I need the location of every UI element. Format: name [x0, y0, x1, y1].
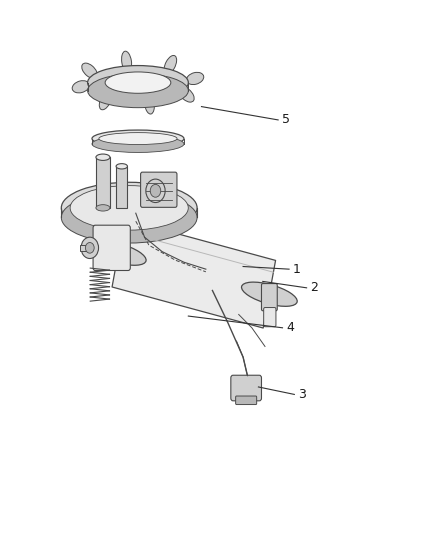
Ellipse shape: [88, 66, 188, 100]
Ellipse shape: [88, 74, 188, 108]
Polygon shape: [112, 220, 276, 328]
Ellipse shape: [92, 135, 184, 152]
Text: 5: 5: [282, 114, 290, 126]
Ellipse shape: [61, 192, 197, 243]
Ellipse shape: [241, 282, 297, 306]
FancyBboxPatch shape: [141, 172, 177, 207]
Circle shape: [146, 179, 165, 203]
Circle shape: [150, 184, 161, 197]
Ellipse shape: [70, 185, 188, 230]
Circle shape: [81, 237, 99, 259]
Text: 4: 4: [286, 321, 294, 334]
Ellipse shape: [187, 72, 204, 85]
Ellipse shape: [96, 205, 110, 211]
Ellipse shape: [99, 91, 112, 110]
Text: 2: 2: [310, 281, 318, 294]
FancyBboxPatch shape: [261, 284, 277, 311]
Ellipse shape: [92, 130, 184, 147]
Circle shape: [85, 243, 94, 253]
FancyBboxPatch shape: [231, 375, 261, 401]
Ellipse shape: [116, 164, 127, 169]
Ellipse shape: [99, 133, 177, 144]
Bar: [80, 245, 90, 251]
FancyBboxPatch shape: [264, 308, 276, 327]
Ellipse shape: [179, 87, 194, 102]
FancyBboxPatch shape: [236, 396, 257, 405]
Ellipse shape: [105, 72, 171, 93]
Text: 3: 3: [298, 388, 306, 401]
Text: 1: 1: [293, 263, 300, 276]
Ellipse shape: [144, 93, 154, 114]
Ellipse shape: [72, 80, 89, 93]
FancyBboxPatch shape: [93, 225, 131, 271]
Ellipse shape: [96, 154, 110, 160]
Bar: [96, 157, 110, 208]
Ellipse shape: [90, 241, 146, 265]
Ellipse shape: [61, 182, 197, 233]
Ellipse shape: [122, 51, 132, 72]
Bar: [116, 166, 127, 208]
Ellipse shape: [164, 55, 177, 74]
Ellipse shape: [82, 63, 97, 78]
